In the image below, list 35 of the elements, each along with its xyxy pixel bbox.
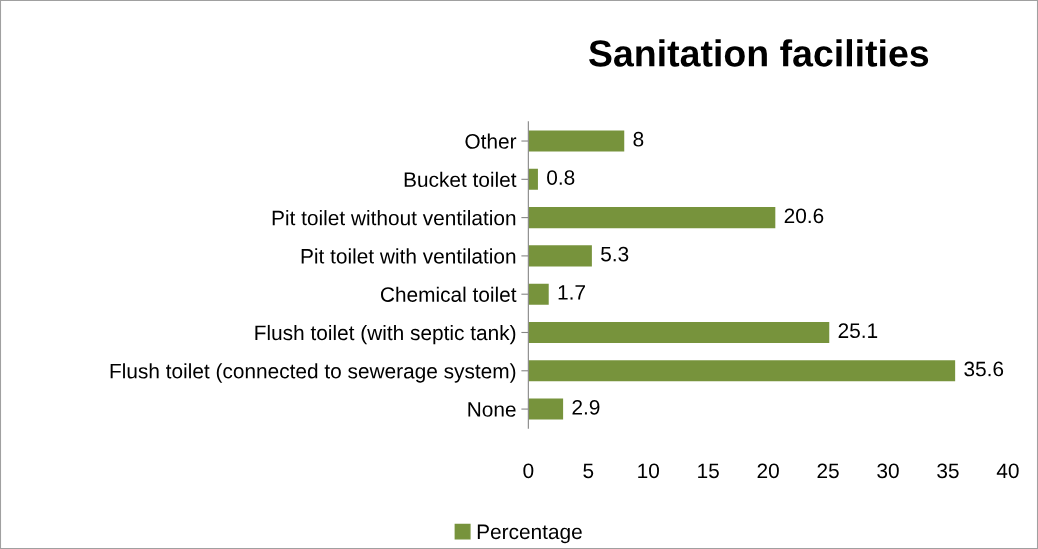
y-tick-label: None [468,402,516,417]
bar [528,130,625,152]
y-tick-label: Flush toilet (with septic tank) [255,324,516,345]
data-label: 2.9 [572,399,600,415]
x-tick-label: 35 [937,463,959,479]
x-tick-label: 10 [638,463,659,479]
y-tick-label: Pit toilet with ventilation [301,248,516,264]
x-tick-label: 25 [817,463,839,479]
data-label: 5.3 [601,246,629,262]
y-tick-label: Other [465,133,517,149]
bar [528,168,538,190]
y-tick-label: Chemical toilet [380,286,517,302]
bar [528,207,776,229]
data-label: 8 [633,131,644,147]
x-tick-label: 30 [877,463,899,479]
x-tick-label: 0 [523,463,534,479]
bar [528,283,549,305]
data-label: 25.1 [838,323,878,339]
bar [528,398,564,420]
x-tick-label: 15 [698,463,719,479]
x-tick-label: 20 [757,463,779,479]
x-tick-label: 40 [996,463,1019,479]
bar [528,360,956,382]
chart-title: Sanitation facilities [589,39,929,67]
y-tick-label: Bucket toilet [404,171,517,188]
data-label: 1.7 [558,285,585,300]
data-label: 20.6 [784,208,824,224]
legend-label: Percentage [477,524,582,544]
data-label: 0.8 [547,170,575,185]
bar [528,321,830,344]
x-tick-label: 5 [583,463,594,479]
y-tick-label: Pit toilet without ventilation [272,210,516,226]
y-tick-label: Flush toilet (connected to sewerage system) [110,363,516,383]
bar [528,245,592,267]
data-label: 35.6 [964,361,1004,377]
